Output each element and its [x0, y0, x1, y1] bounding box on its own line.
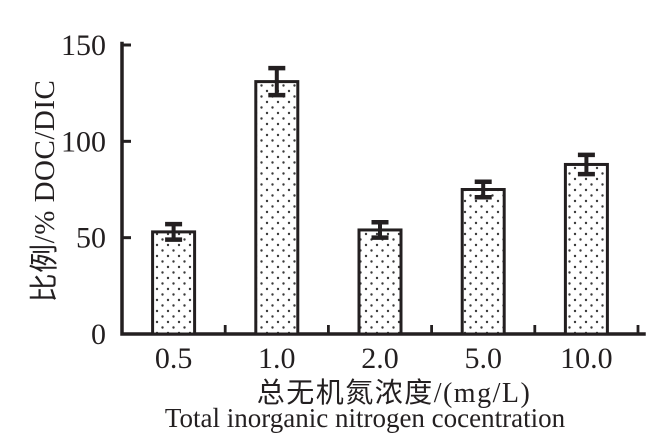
bar-1.0 — [254, 80, 300, 336]
bar-0.5 — [151, 230, 197, 336]
x-tick-label-2.0: 2.0 — [361, 342, 399, 375]
x-tick-label-1.0: 1.0 — [258, 342, 296, 375]
x-axis-title-chinese: 总无机氮浓度/(mg/L) — [256, 378, 532, 409]
y-tick-label-0: 0 — [91, 318, 106, 351]
bar-5.0 — [460, 188, 506, 336]
bar-10.0 — [563, 162, 609, 336]
y-axis-title: 比例/% DOC/DIC — [29, 79, 61, 303]
y-tick-label-100: 100 — [61, 125, 106, 158]
y-tick-label-150: 150 — [61, 29, 106, 62]
bar-2.0 — [357, 228, 403, 336]
x-tick-label-5.0: 5.0 — [464, 342, 502, 375]
x-axis-title-english: Total inorganic nitrogen cocentration — [164, 403, 566, 433]
y-tick-label-50: 50 — [76, 222, 106, 255]
x-tick-label-0.5: 0.5 — [155, 342, 193, 375]
x-tick-label-10.0: 10.0 — [560, 342, 613, 375]
